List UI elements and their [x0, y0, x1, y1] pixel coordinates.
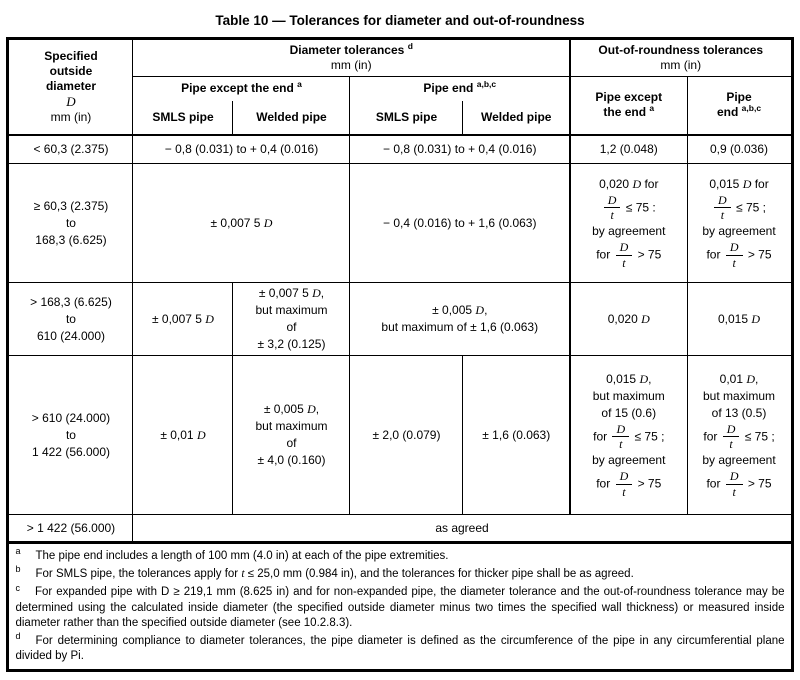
table-row: > 610 (24.000) to 1 422 (56.000) ± 0,01 …	[7, 355, 793, 515]
cell-r2-diameter: ≥ 60,3 (2.375) to 168,3 (6.625)	[7, 163, 134, 283]
cell-r4-welded-except: ± 0,005 D, but maximum of ± 4,0 (0.160)	[232, 355, 351, 515]
diameter-symbol: D	[263, 215, 273, 230]
footnote-ref-a: a	[649, 103, 655, 114]
header-row-columns: SMLS pipe Welded pipe SMLS pipe Welded p…	[8, 100, 792, 136]
footnotes-row: a The pipe end includes a length of 100 m…	[7, 540, 793, 672]
cell-r1-pipe-end: − 0,8 (0.031) to + 0,4 (0.016)	[349, 134, 571, 164]
cell-r4-smls-end: ± 2,0 (0.079)	[349, 355, 464, 515]
diameter-symbol: D	[307, 402, 316, 416]
cell-r4-welded-end: ± 1,6 (0.063)	[462, 355, 571, 515]
cell-r2-pipe-end: − 0,4 (0.016) to + 1,6 (0.063)	[349, 163, 571, 283]
diameter-symbol: D	[751, 311, 761, 326]
header-row-groups: Specified outside diameter D mm (in) Dia…	[7, 38, 793, 136]
footnote-ref-a: a	[297, 79, 302, 90]
header-specified-od-line: Specified	[44, 48, 98, 63]
cell-r1-oor-except: 1,2 (0.048)	[569, 134, 688, 164]
cell-r2-except-end: ± 0,007 5 D	[132, 163, 351, 283]
header-oor-tolerances-group: Out-of-roundness tolerances mm (in)	[569, 38, 793, 77]
cell-r3-welded-except: ± 0,007 5 D, but maximum of ± 3,2 (0.125…	[232, 282, 351, 356]
footnote-d: d For determining compliance to diameter …	[15, 631, 785, 663]
tolerances-table: Specified outside diameter D mm (in) Dia…	[6, 37, 794, 673]
header-smls-pipe-end: SMLS pipe	[349, 100, 464, 136]
table-row: > 1 422 (56.000) as agreed	[7, 514, 793, 543]
diameter-symbol: D	[742, 176, 752, 191]
cell-r3-oor-except: 0,020 D	[569, 282, 688, 356]
cell-r5-as-agreed: as agreed	[132, 514, 793, 543]
header-oor-tolerances-label: Out-of-roundness tolerances	[598, 43, 764, 57]
cell-r3-oor-end: 0,015 D	[686, 282, 793, 356]
header-specified-od-line: outside	[49, 63, 93, 78]
footnote-marker-c: c	[15, 582, 20, 593]
footnote-marker-a: a	[15, 546, 21, 557]
diameter-symbol: D	[639, 371, 649, 386]
diameter-symbol: D	[66, 93, 76, 109]
header-smls-except-end: SMLS pipe	[132, 100, 234, 136]
header-diameter-tolerances-group: Diameter tolerances d mm (in)	[132, 38, 571, 77]
header-diameter-tolerances-unit: mm (in)	[330, 58, 372, 72]
diameter-symbol: D	[641, 311, 650, 326]
diameter-symbol: D	[632, 176, 642, 191]
table-title: Table 10 — Tolerances for diameter and o…	[215, 13, 585, 28]
diameter-symbol: D	[746, 371, 756, 386]
cell-r3-diameter: > 168,3 (6.625) to 610 (24.000)	[7, 282, 134, 356]
cell-r4-diameter: > 610 (24.000) to 1 422 (56.000)	[7, 355, 134, 515]
table-row: < 60,3 (2.375) − 0,8 (0.031) to + 0,4 (0…	[7, 134, 793, 164]
cell-r4-smls-except: ± 0,01 D	[132, 355, 234, 515]
header-pipe-except-end: Pipe except the end a	[132, 76, 351, 101]
header-specified-od: Specified outside diameter D mm (in)	[7, 38, 134, 136]
cell-r5-diameter: > 1 422 (56.000)	[7, 514, 134, 543]
table-row: ≥ 60,3 (2.375) to 168,3 (6.625) ± 0,007 …	[7, 163, 793, 283]
footnote-ref-abc: a,b,c	[741, 103, 762, 114]
thickness-symbol: t	[241, 568, 245, 581]
footnote-ref-d: d	[407, 41, 413, 51]
footnote-marker-b: b	[15, 564, 21, 575]
cell-r1-diameter: < 60,3 (2.375)	[7, 134, 134, 164]
table-row: > 168,3 (6.625) to 610 (24.000) ± 0,007 …	[7, 282, 793, 356]
cell-r1-oor-end: 0,9 (0.036)	[686, 134, 793, 164]
header-diameter-tolerances-label: Diameter tolerances	[289, 43, 405, 57]
footnote-c: c For expanded pipe with D ≥ 219,1 mm (8.…	[15, 582, 785, 629]
footnote-a: a The pipe end includes a length of 100 m…	[15, 546, 449, 562]
header-welded-pipe-end: Welded pipe	[462, 100, 571, 136]
header-pipe-end: Pipe end a,b,c	[349, 76, 571, 101]
header-welded-except-end: Welded pipe	[232, 100, 351, 136]
diameter-symbol: D	[475, 303, 485, 317]
header-specified-od-unit: mm (in)	[50, 109, 92, 124]
cell-r1-except-end: − 0,8 (0.031) to + 0,4 (0.016)	[132, 134, 351, 164]
diameter-symbol: D	[312, 286, 321, 300]
diameter-symbol: D	[196, 427, 206, 442]
header-specified-od-line: diameter	[45, 78, 96, 93]
footnotes-area: a The pipe end includes a length of 100 m…	[7, 540, 793, 672]
footnote-marker-d: d	[15, 631, 21, 642]
footnote-ref-abc: a,b,c	[476, 79, 497, 90]
diameter-symbol: D	[205, 311, 214, 326]
header-oor-pipe-end: Pipe end a,b,c	[686, 76, 793, 136]
cell-r3-smls-except: ± 0,007 5 D	[132, 282, 234, 356]
header-oor-pipe-except-end: Pipe except the end a	[569, 76, 688, 136]
header-row-subgroups: Pipe except the end a Pipe end a,b,c Pip…	[8, 76, 793, 136]
cell-r3-pipe-end: ± 0,005 D, but maximum of ± 1,6 (0.063)	[349, 282, 571, 356]
footnote-b: b For SMLS pipe, the tolerances apply for…	[15, 564, 634, 581]
header-oor-tolerances-unit: mm (in)	[660, 58, 702, 72]
